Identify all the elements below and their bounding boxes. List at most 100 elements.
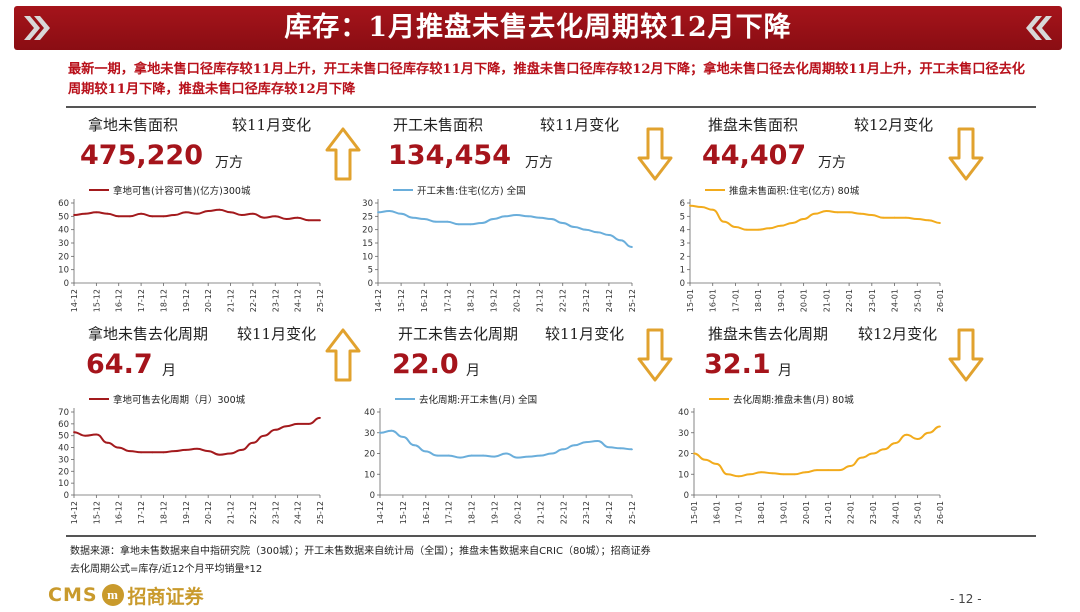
panel-label: 拿地未售面积 [88,116,179,134]
data-point [793,473,796,476]
data-point [481,222,483,224]
data-point [927,431,930,434]
data-point [388,210,391,212]
y-tick-label: 25 [362,212,373,222]
data-point [218,208,221,211]
x-tick-label: 24-01 [891,501,900,524]
data-point [760,471,762,474]
data-point [285,218,288,220]
y-tick-label: 20 [362,226,373,236]
y-tick-label: 20 [58,467,69,477]
data-point [400,212,402,215]
series-line [73,208,320,222]
data-point [939,222,941,224]
arrow-up-icon [325,328,361,382]
data-point [84,434,87,437]
x-tick-label: 17-12 [137,501,146,524]
data-point [859,212,862,215]
y-tick-label: 50 [58,212,69,222]
arrow-down-icon [637,127,673,181]
right-chevrons-icon [1026,16,1052,40]
x-tick-label: 16-12 [115,289,124,312]
data-point [207,450,210,453]
x-tick-label: 23-12 [271,501,280,524]
data-point [561,222,564,224]
panel-value: 64.7 [86,349,153,380]
y-tick-label: 0 [370,491,375,501]
arrow-down-icon [948,328,984,382]
data-point [504,215,506,218]
panel-unit: 万方 [818,155,846,171]
legend-label: 去化周期:推盘未售(月) 80城 [733,394,854,406]
panel-change-label: 较12月变化 [854,116,934,134]
data-point [493,455,496,458]
data-point [129,450,131,453]
x-tick-label: 20-01 [800,289,809,312]
data-point [704,458,707,461]
data-point [162,215,165,218]
data-point [838,469,841,471]
data-point [151,451,154,454]
y-tick-label: 0 [64,491,69,501]
chart-launch-unsold-area: 推盘未售面积:住宅(亿方) 80城 0 1 2 3 4 5 6 15-01 16-01 17-01 1… [680,185,945,312]
data-point [734,226,737,228]
data-point [927,219,930,222]
x-tick-label: 25-01 [914,501,923,524]
data-point [596,231,599,234]
data-point [745,228,748,231]
x-tick-label: 21-01 [824,501,833,524]
page-title: 库存：1月推盘未售去化周期较12月下降 [284,12,792,43]
panel-value: 475,220 [80,140,203,171]
data-point [550,452,553,455]
data-point [285,425,288,428]
data-point [459,456,462,459]
panel-value: 44,407 [702,140,807,171]
x-tick-label: 16-01 [709,289,718,312]
data-point [129,215,131,218]
x-tick-label: 18-12 [466,289,475,312]
data-point [527,215,529,218]
data-point [470,454,473,457]
panel-value: 32.1 [704,349,771,380]
title-banner: 库存：1月推盘未售去化周期较12月下降 [14,6,1062,50]
y-tick-label: 5 [368,266,373,276]
panel-change-label: 较11月变化 [237,325,317,343]
data-point [84,212,87,215]
data-point [619,447,622,450]
data-point [505,452,507,455]
data-point [905,433,908,436]
x-tick-label: 24-12 [605,501,614,524]
y-tick-label: 0 [684,491,689,501]
x-tick-label: 22-01 [845,289,854,312]
data-point [95,433,98,436]
panel-unit: 万方 [215,155,243,171]
y-tick-label: 10 [58,479,69,489]
data-point [446,220,449,223]
data-point [538,216,541,219]
y-tick-label: 40 [58,226,69,236]
data-point [816,469,818,471]
x-tick-label: 22-12 [559,289,568,312]
panel-unit: 月 [778,363,792,379]
x-tick-label: 19-12 [182,289,191,312]
y-tick-label: 60 [58,199,69,209]
x-tick-label: 19-01 [777,289,786,312]
legend-label: 推盘未售面积:住宅(亿方) 80城 [729,185,860,197]
x-tick-label: 25-12 [628,501,637,524]
data-point [173,214,176,216]
x-tick-label: 19-12 [491,501,500,524]
x-tick-label: 20-12 [513,289,522,312]
series-line [689,204,941,231]
data-point [319,219,321,222]
data-point [883,448,885,451]
x-tick-label: 21-01 [822,289,831,312]
data-point [423,218,426,220]
data-point [151,215,154,218]
data-point [307,422,310,425]
cms-logo: CMS m 招商证券 [48,582,204,608]
chart-start-unsold-area: 开工未售:住宅(亿方) 全国 0 5 10 15 20 25 30 14-12 15-12 16-1… [362,185,637,312]
chart-land-unsold-area: 拿地可售(计容可售)(亿方)300城 0 10 20 30 40 50 60 14-12 15-1… [58,185,325,312]
y-tick-label: 1 [680,266,685,276]
x-tick-label: 21-12 [227,289,236,312]
data-point [608,234,610,236]
